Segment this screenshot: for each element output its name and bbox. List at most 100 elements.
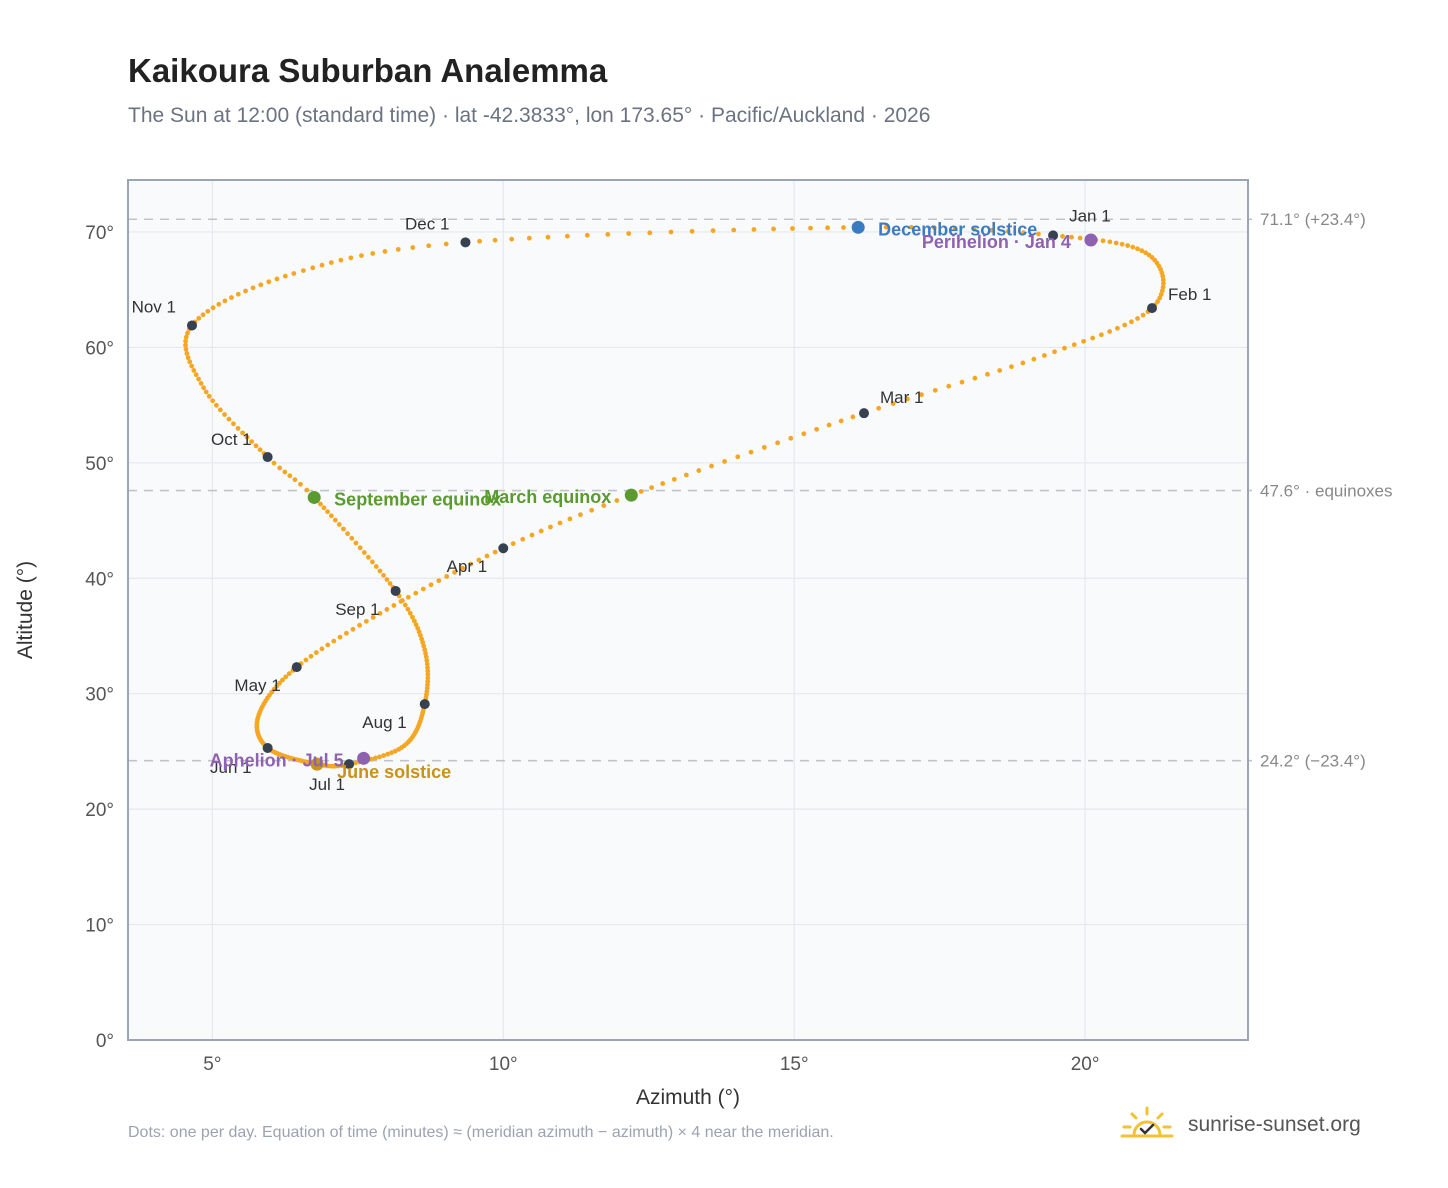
daily-dot [841, 225, 846, 230]
daily-dot [308, 653, 314, 659]
x-tick-label: 10° [489, 1054, 518, 1075]
daily-dot [222, 412, 227, 417]
daily-dot [407, 610, 413, 616]
daily-dot [1107, 239, 1113, 245]
daily-dot [286, 671, 292, 677]
daily-dot [405, 606, 411, 612]
daily-dot [909, 224, 914, 230]
daily-dot [1062, 345, 1067, 351]
month-marker [262, 742, 273, 753]
daily-dot [243, 288, 248, 294]
daily-dot [291, 271, 297, 276]
daily-dot [325, 509, 330, 515]
daily-dot [952, 225, 958, 231]
daily-dot [389, 750, 394, 756]
daily-dot [614, 498, 620, 503]
daily-dot [1100, 238, 1106, 244]
daily-dot [372, 755, 378, 761]
daily-dot [771, 226, 776, 232]
month-marker [344, 759, 355, 770]
daily-dot [206, 393, 212, 399]
daily-dot [361, 550, 367, 555]
daily-dot [235, 425, 241, 431]
daily-dot [660, 481, 666, 486]
daily-dot [1020, 360, 1026, 366]
daily-dot [1107, 329, 1113, 334]
x-tick-label: 15° [780, 1054, 809, 1075]
daily-dot [557, 520, 563, 526]
daily-dot [385, 751, 391, 757]
event-marker [307, 490, 321, 504]
daily-dot [384, 607, 390, 612]
daily-dot [761, 445, 767, 450]
daily-dot [402, 602, 408, 608]
daily-dot [1113, 240, 1119, 246]
x-axis-label: Azimuth (°) [636, 1086, 740, 1109]
daily-dot [395, 247, 401, 252]
daily-dot [381, 753, 387, 758]
y-tick-label: 50° [85, 454, 114, 475]
daily-dot [253, 443, 259, 449]
daily-dot [959, 379, 965, 385]
plot-frame [127, 179, 1249, 1041]
daily-dot [1125, 243, 1131, 248]
daily-dot [210, 305, 216, 311]
daily-dot [349, 535, 355, 541]
daily-dot [325, 642, 331, 648]
daily-dot [277, 465, 283, 471]
daily-dot [420, 586, 426, 592]
daily-dot [1143, 250, 1148, 256]
daily-dot [382, 249, 388, 254]
daily-dot [423, 654, 429, 660]
daily-dot [193, 372, 199, 378]
daily-dot [1160, 284, 1166, 290]
daily-dot [1160, 277, 1166, 283]
daily-dot [825, 225, 830, 231]
daily-dot [428, 582, 434, 588]
daily-dot [1077, 235, 1083, 241]
daily-dot [348, 255, 354, 261]
event-label: June solstice [337, 762, 451, 782]
daily-dot [318, 501, 323, 507]
daily-dot [883, 224, 889, 230]
daily-dot [932, 387, 938, 393]
month-marker-label: Jul 1 [309, 775, 345, 794]
brand-name: sunrise-sunset.org [1188, 1113, 1361, 1136]
month-marker [460, 237, 471, 248]
daily-dot [1158, 292, 1164, 297]
daily-dot [339, 763, 344, 768]
daily-dot [370, 251, 376, 256]
month-marker [291, 662, 302, 673]
event-label: December solstice [878, 219, 1037, 239]
plot-background [128, 180, 1248, 1040]
daily-dot [369, 559, 375, 565]
daily-dot [292, 477, 298, 483]
brand[interactable]: sunrise-sunset.org [1120, 1100, 1361, 1150]
daily-dot [425, 682, 430, 688]
daily-dot [332, 517, 338, 523]
month-marker-label: Oct 1 [211, 430, 252, 449]
daily-dot [578, 512, 583, 518]
daily-dot [529, 532, 535, 538]
daily-dot [709, 463, 714, 469]
daily-dot [985, 371, 990, 377]
daily-dot [1081, 338, 1087, 344]
daily-dot [589, 507, 595, 513]
month-marker [187, 320, 197, 331]
daily-dot [564, 233, 570, 239]
month-marker [419, 699, 430, 710]
daily-dot [271, 460, 277, 466]
daily-dot [373, 564, 379, 569]
daily-dot [399, 598, 405, 603]
daily-dot [997, 368, 1003, 373]
daily-dot [183, 346, 189, 352]
daily-dot [647, 230, 653, 236]
month-marker-label: Jun 1 [210, 758, 252, 777]
daily-dot [336, 522, 342, 527]
daily-dot [411, 618, 417, 624]
daily-dot [319, 262, 325, 268]
month-marker [1048, 230, 1059, 241]
daily-dot [477, 238, 482, 244]
daily-dot [357, 545, 363, 551]
daily-dot [1071, 342, 1077, 348]
